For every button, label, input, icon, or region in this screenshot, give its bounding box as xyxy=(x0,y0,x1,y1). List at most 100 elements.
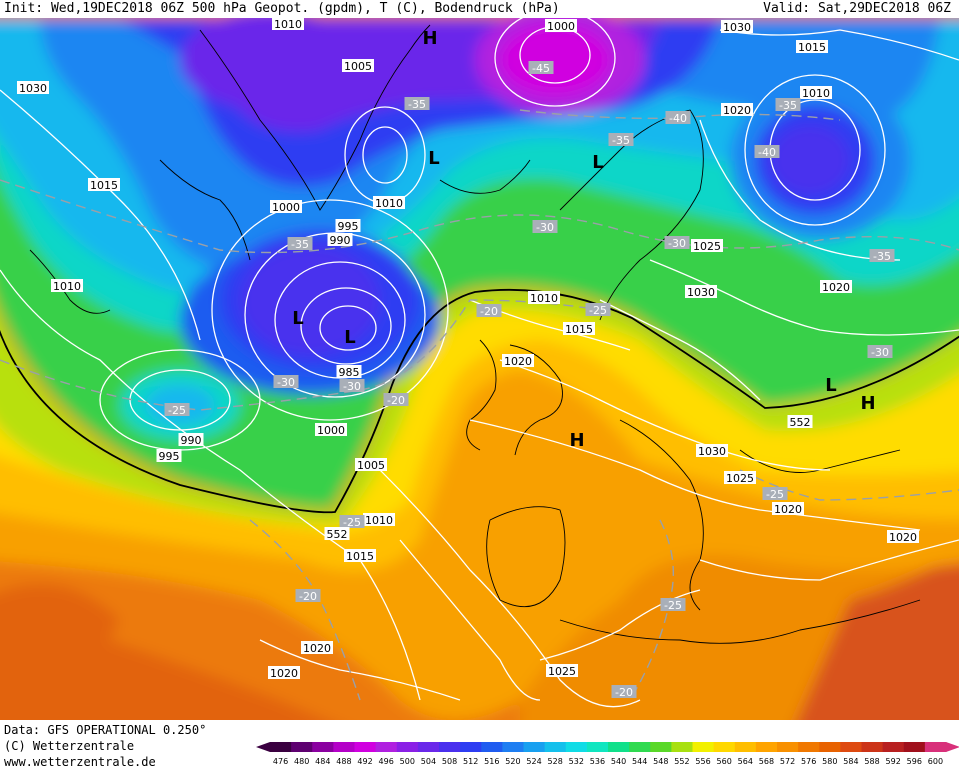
legend-tick-label: 476 xyxy=(273,757,288,766)
temperature-label: -35 xyxy=(287,237,313,251)
svg-text:1030: 1030 xyxy=(19,82,47,95)
svg-text:1020: 1020 xyxy=(723,104,751,117)
temperature-label: -35 xyxy=(404,97,430,111)
legend-tick-label: 572 xyxy=(780,757,795,766)
high-pressure-marker: H xyxy=(422,28,437,49)
legend-swatch xyxy=(882,742,905,752)
legend-tick-label: 596 xyxy=(907,757,922,766)
legend-swatch xyxy=(565,742,588,752)
legend-tick-label: 508 xyxy=(442,757,457,766)
svg-text:1010: 1010 xyxy=(802,87,830,100)
isobar-label: 1020 xyxy=(502,354,534,368)
legend-swatch xyxy=(354,742,377,752)
legend-swatch xyxy=(586,742,609,752)
isobar-label: 995 xyxy=(156,449,182,463)
svg-text:-35: -35 xyxy=(408,98,426,111)
legend-swatch xyxy=(460,742,482,752)
isobar-label: 1020 xyxy=(820,280,852,294)
svg-text:1015: 1015 xyxy=(565,323,593,336)
low-pressure-marker: L xyxy=(428,148,439,169)
svg-text:-35: -35 xyxy=(779,99,797,112)
temperature-label: -30 xyxy=(339,379,365,393)
temperature-label: -20 xyxy=(476,304,502,318)
low-pressure-marker: L xyxy=(592,152,603,173)
isobar-label: 1030 xyxy=(721,20,753,34)
temperature-label: -20 xyxy=(295,589,321,603)
data-source-text: Data: GFS OPERATIONAL 0.250° xyxy=(4,723,207,737)
legend-swatch xyxy=(333,742,355,752)
isobar-label: 1030 xyxy=(17,81,49,95)
legend-tick-label: 516 xyxy=(484,757,499,766)
svg-text:995: 995 xyxy=(159,450,180,463)
copyright-text: (C) Wetterzentrale xyxy=(4,739,135,753)
high-pressure-marker: H xyxy=(569,430,584,451)
svg-text:552: 552 xyxy=(790,416,811,429)
svg-text:1020: 1020 xyxy=(889,531,917,544)
legend-swatch xyxy=(840,742,862,752)
svg-text:1030: 1030 xyxy=(687,286,715,299)
low-pressure-marker: L xyxy=(292,308,303,329)
legend-tick-label: 568 xyxy=(759,757,774,766)
legend-swatch xyxy=(713,742,736,752)
legend-swatch xyxy=(861,742,884,752)
svg-text:1020: 1020 xyxy=(303,642,331,655)
product-description: 500 hPa Geopot. (gpdm), T (C), Bodendruc… xyxy=(191,1,560,16)
website-url[interactable]: www.wetterzentrale.de xyxy=(4,755,156,769)
isobar-label: 1000 xyxy=(270,200,302,214)
svg-text:1015: 1015 xyxy=(798,41,826,54)
legend-tick-label: 600 xyxy=(928,757,943,766)
temperature-label: -35 xyxy=(869,249,895,263)
low-pressure-marker: L xyxy=(344,327,355,348)
svg-text:1005: 1005 xyxy=(344,60,372,73)
legend-tick-label: 536 xyxy=(590,757,605,766)
isobar-label: 1010 xyxy=(363,513,395,527)
legend-swatch xyxy=(734,742,757,752)
weather-map[interactable]: 1010 1000 1030 1015 1030 1005 1010 1020 1015 1000… xyxy=(0,18,959,720)
color-scale-legend: 476 480 484 488 492 496 500 504 508 512 516 520 524 5… xyxy=(256,742,959,766)
legend-tick-label: 532 xyxy=(569,757,584,766)
svg-text:-25: -25 xyxy=(168,404,186,417)
legend-tick-label: 524 xyxy=(526,757,541,766)
isobar-label: 1015 xyxy=(88,178,120,192)
svg-text:-30: -30 xyxy=(871,346,889,359)
isobar-label: 1010 xyxy=(528,291,560,305)
temperature-label: -20 xyxy=(611,685,637,699)
temperature-label: -25 xyxy=(164,403,190,417)
legend-tick-label: 492 xyxy=(357,757,372,766)
legend-swatch xyxy=(291,742,313,752)
svg-text:1020: 1020 xyxy=(774,503,802,516)
temperature-label: -30 xyxy=(532,220,558,234)
low-pressure-marker: L xyxy=(825,375,836,396)
temperature-label: -40 xyxy=(665,111,691,125)
isobar-label: 1005 xyxy=(342,59,374,73)
isobar-label: 1020 xyxy=(268,666,300,680)
contour-label: 552 xyxy=(787,415,813,429)
isobar-label: 1015 xyxy=(344,549,376,563)
isobar-label: 1005 xyxy=(355,458,387,472)
isobar-label: 1010 xyxy=(373,196,405,210)
isobar-label: 1025 xyxy=(546,664,578,678)
legend-tick-label: 548 xyxy=(653,757,668,766)
svg-text:1010: 1010 xyxy=(375,197,403,210)
legend-tick-label: 520 xyxy=(505,757,520,766)
contour-labels: 552 552 xyxy=(324,415,813,541)
temperature-label: -40 xyxy=(754,145,780,159)
legend-swatch xyxy=(417,742,440,752)
svg-text:-35: -35 xyxy=(291,238,309,251)
svg-text:1010: 1010 xyxy=(53,280,81,293)
isobar-label: 1000 xyxy=(545,19,577,33)
legend-swatch xyxy=(671,742,693,752)
svg-text:-20: -20 xyxy=(480,305,498,318)
legend-swatch xyxy=(544,742,567,752)
temperature-label: -25 xyxy=(762,487,788,501)
legend-tick-label: 540 xyxy=(611,757,626,766)
legend-swatch xyxy=(692,742,715,752)
svg-text:1025: 1025 xyxy=(726,472,754,485)
chart-footer: Data: GFS OPERATIONAL 0.250° (C) Wetterz… xyxy=(0,720,959,770)
isobar-label: 1000 xyxy=(315,423,347,437)
svg-text:990: 990 xyxy=(181,434,202,447)
legend-swatch xyxy=(375,742,398,752)
svg-text:1025: 1025 xyxy=(548,665,576,678)
valid-time: Valid: Sat,29DEC2018 06Z xyxy=(763,1,951,16)
legend-swatch xyxy=(903,742,926,752)
